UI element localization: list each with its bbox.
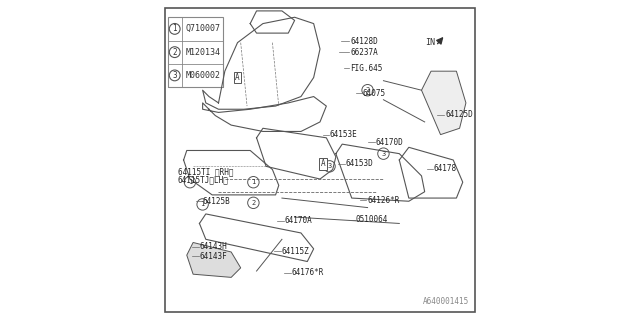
Text: 64170A: 64170A [285,216,312,225]
Text: 64176*R: 64176*R [292,268,324,277]
Text: 64125D: 64125D [445,110,473,119]
Circle shape [184,177,196,188]
Text: Q710007: Q710007 [185,24,220,33]
Text: A: A [236,73,240,82]
Circle shape [362,84,373,96]
Text: 1: 1 [172,24,177,33]
Text: 1: 1 [188,179,192,185]
Text: 1: 1 [200,201,205,207]
Polygon shape [422,71,466,135]
Text: M120134: M120134 [185,48,220,57]
Text: M060002: M060002 [185,71,220,80]
Text: A: A [321,159,326,168]
Text: 2: 2 [365,87,370,93]
Text: 66237A: 66237A [350,48,378,57]
Text: 64128D: 64128D [350,36,378,45]
Text: 64115Z: 64115Z [282,247,309,256]
Text: 64075: 64075 [363,89,386,98]
Text: 64153E: 64153E [330,130,358,139]
Text: 64178: 64178 [434,164,457,173]
Circle shape [197,199,209,210]
Circle shape [378,148,389,159]
Text: 64115TJ〈LH〉: 64115TJ〈LH〉 [178,175,228,184]
Circle shape [324,161,335,172]
Text: 64143H: 64143H [200,243,228,252]
FancyBboxPatch shape [168,17,223,87]
Text: 2: 2 [252,200,255,206]
Text: 64153D: 64153D [346,159,374,168]
Text: A640001415: A640001415 [423,297,469,306]
FancyBboxPatch shape [164,8,476,312]
Text: 2: 2 [172,48,177,57]
Circle shape [248,197,259,209]
Text: IN: IN [425,38,435,47]
Circle shape [248,177,259,188]
Text: 64125B: 64125B [203,197,230,206]
Text: 3: 3 [328,163,332,169]
Text: 64126*R: 64126*R [367,196,399,205]
Text: FIG.645: FIG.645 [350,63,383,73]
Text: 1: 1 [252,179,255,185]
Text: 64143F: 64143F [200,252,228,261]
Text: 64170D: 64170D [376,138,403,147]
Text: 64115TI 〈RH〉: 64115TI 〈RH〉 [178,167,234,176]
Text: 3: 3 [381,151,385,157]
Polygon shape [187,243,241,277]
Text: 3: 3 [172,71,177,80]
Text: 0510064: 0510064 [356,215,388,224]
